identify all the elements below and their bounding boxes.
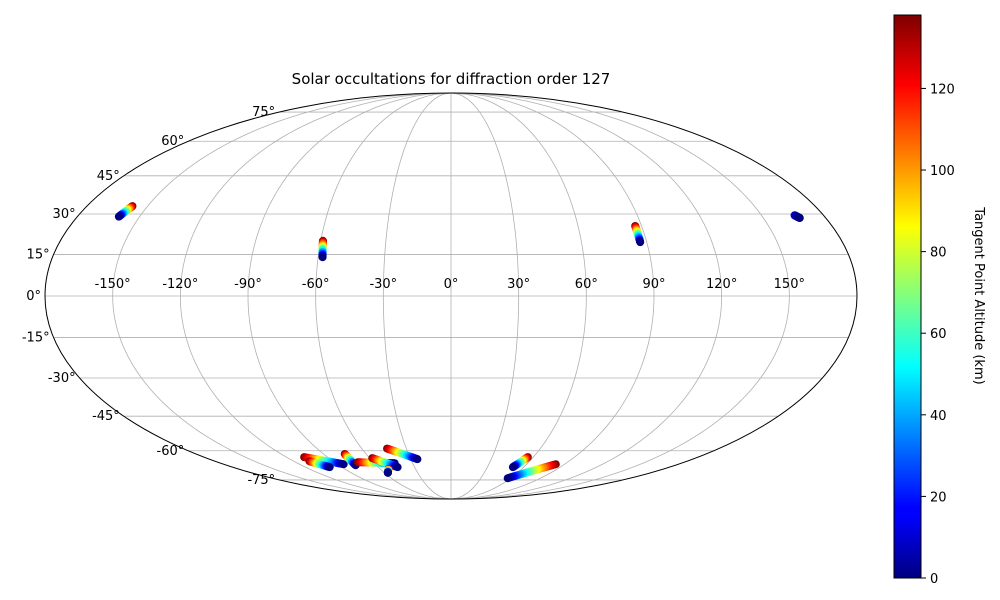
colorbar-label: Tangent Point Altitude (km) — [971, 206, 986, 384]
lat-tick-label: 45° — [97, 169, 120, 184]
chart-title: Solar occultations for diffraction order… — [292, 70, 611, 88]
occultation-point — [413, 455, 422, 464]
lon-tick-label: -60° — [302, 277, 330, 292]
occultation-point — [318, 253, 327, 262]
lat-tick-label: 75° — [252, 105, 275, 120]
lon-tick-label: -90° — [234, 277, 262, 292]
lat-tick-label: -75° — [247, 473, 275, 488]
graticule-grid — [45, 93, 857, 499]
colorbar — [893, 14, 922, 579]
occultation-point — [383, 468, 392, 477]
colorbar-tick-label: 120 — [930, 82, 955, 97]
occultation-point — [508, 463, 517, 472]
lon-tick-label: 0° — [444, 277, 459, 292]
tick-labels: -150° -120° -90° -60° -30° 0° 30° 60° 90° 120° 150… — [22, 105, 805, 488]
colorbar-tick-label: 60 — [930, 327, 947, 342]
occultation-points — [114, 202, 804, 483]
colorbar-tick-label: 0 — [930, 572, 938, 587]
lat-tick-label: -15° — [22, 331, 50, 346]
lat-tick-label: 60° — [161, 134, 184, 149]
occultation-point — [795, 213, 804, 222]
lon-tick-label: 60° — [575, 277, 598, 292]
lat-tick-label: -30° — [48, 371, 76, 386]
colorbar-tick-label: 100 — [930, 164, 955, 179]
lat-tick-label: 30° — [53, 207, 76, 222]
colorbar-tick-label: 40 — [930, 409, 947, 424]
lat-tick-label: 0° — [26, 289, 41, 304]
occultation-point — [339, 460, 348, 469]
lon-tick-label: -120° — [162, 277, 198, 292]
lon-tick-label: 30° — [507, 277, 530, 292]
lat-tick-label: 15° — [27, 247, 50, 262]
colorbar-ticks: 0 20 40 60 80 100 120 — [921, 82, 955, 587]
occultation-point — [325, 463, 334, 472]
lat-tick-label: -45° — [92, 409, 120, 424]
lon-tick-label: 90° — [642, 277, 665, 292]
occultation-point — [114, 212, 123, 221]
occultation-point — [393, 463, 402, 472]
map-boundary — [44, 92, 858, 500]
lat-tick-label: -60° — [157, 444, 185, 459]
occultation-point — [636, 238, 645, 247]
occultation-point — [503, 474, 512, 483]
lon-tick-label: 150° — [774, 277, 805, 292]
colorbar-tick-label: 20 — [930, 490, 947, 505]
lon-tick-label: -30° — [369, 277, 397, 292]
colorbar-tick-label: 80 — [930, 246, 947, 261]
lon-tick-label: -150° — [95, 277, 131, 292]
lon-tick-label: 120° — [706, 277, 737, 292]
